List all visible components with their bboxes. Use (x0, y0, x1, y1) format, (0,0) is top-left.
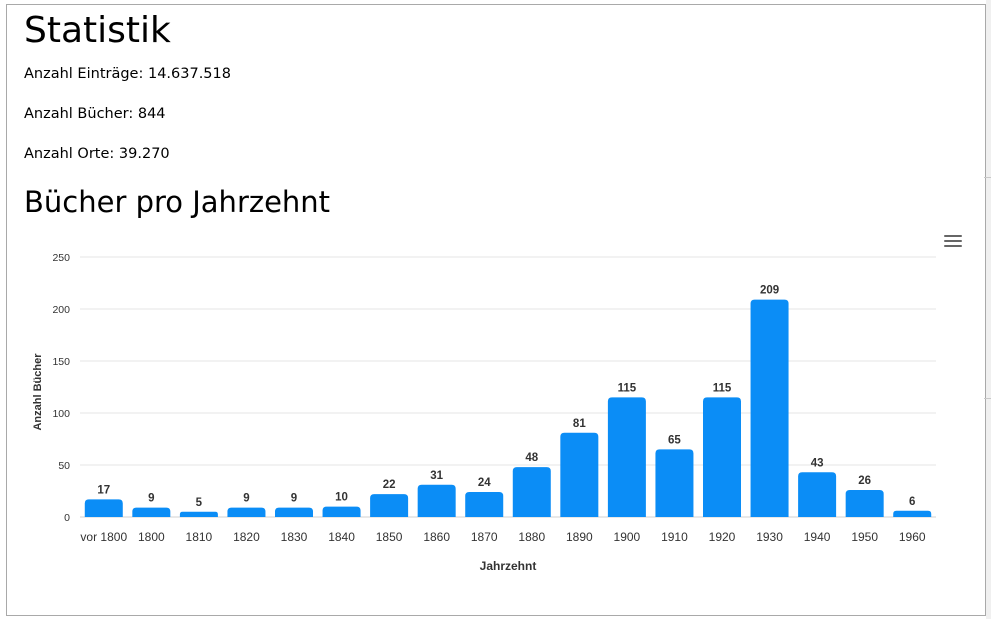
bar (179, 511, 218, 517)
bar (84, 499, 123, 517)
data-label: 22 (383, 479, 396, 491)
bar (845, 489, 884, 517)
x-tick-label: 1920 (709, 530, 736, 544)
bar (465, 492, 504, 517)
data-label: 209 (760, 285, 779, 297)
stat-books: Anzahl Bücher: 844 (24, 106, 166, 122)
data-label: 6 (909, 496, 915, 508)
stat-entries: Anzahl Einträge: 14.637.518 (24, 66, 231, 82)
x-tick-label: 1900 (614, 530, 641, 544)
data-label: 81 (573, 418, 586, 430)
bar (798, 472, 837, 517)
y-axis-title: Anzahl Bücher (32, 353, 44, 431)
data-label: 65 (668, 434, 681, 446)
x-tick-label: 1870 (471, 530, 498, 544)
data-label: 17 (97, 484, 110, 496)
data-label: 48 (525, 452, 538, 464)
bar (750, 299, 789, 517)
x-tick-label: 1880 (518, 530, 545, 544)
bar (417, 484, 456, 517)
x-tick-label: 1890 (566, 530, 593, 544)
bar (132, 507, 171, 517)
data-label: 43 (811, 457, 824, 469)
data-label: 9 (148, 493, 154, 505)
bar (227, 507, 266, 517)
stats-section: Statistik Anzahl Einträge: 14.637.518 An… (24, 8, 330, 219)
data-label: 24 (478, 477, 491, 489)
y-tick-label: 200 (52, 304, 70, 316)
y-tick-label: 0 (64, 512, 70, 524)
bar (560, 432, 599, 517)
x-tick-label: 1950 (851, 530, 878, 544)
x-tick-label: 1800 (138, 530, 165, 544)
hamburger-menu-icon[interactable] (944, 235, 962, 249)
x-tick-label: vor 1800 (80, 530, 127, 544)
x-tick-label: 1840 (328, 530, 355, 544)
x-tick-label: 1910 (661, 530, 688, 544)
bar (275, 507, 313, 517)
x-tick-label: 1860 (423, 530, 450, 544)
data-label: 26 (858, 475, 871, 487)
bar (893, 510, 932, 517)
x-tick-label: 1820 (233, 530, 260, 544)
y-tick-label: 50 (58, 460, 70, 472)
stat-places: Anzahl Orte: 39.270 (24, 146, 170, 162)
data-label: 115 (713, 382, 732, 394)
chart-heading: Bücher pro Jahrzehnt (24, 185, 331, 219)
y-tick-label: 150 (52, 356, 70, 368)
bar (655, 449, 694, 517)
page-title: Statistik (24, 10, 171, 51)
y-tick-label: 100 (52, 408, 70, 420)
bar (607, 397, 646, 517)
data-label: 10 (335, 492, 348, 504)
bar (512, 467, 551, 517)
divider (984, 398, 991, 399)
scrollbar-track[interactable] (986, 0, 991, 619)
data-label: 115 (618, 382, 637, 394)
x-tick-label: 1960 (899, 530, 926, 544)
x-tick-label: 1930 (756, 530, 783, 544)
x-axis-title: Jahrzehnt (480, 559, 537, 573)
divider (984, 177, 991, 178)
x-tick-label: 1830 (281, 530, 308, 544)
data-label: 9 (243, 493, 249, 505)
bar (703, 397, 741, 517)
x-tick-label: 1810 (186, 530, 213, 544)
data-label: 5 (196, 497, 203, 509)
y-tick-label: 250 (52, 252, 70, 264)
bar (322, 506, 361, 517)
bar (370, 494, 409, 517)
data-label: 9 (291, 493, 297, 505)
x-tick-label: 1850 (376, 530, 403, 544)
x-tick-label: 1940 (804, 530, 831, 544)
data-label: 31 (430, 470, 443, 482)
